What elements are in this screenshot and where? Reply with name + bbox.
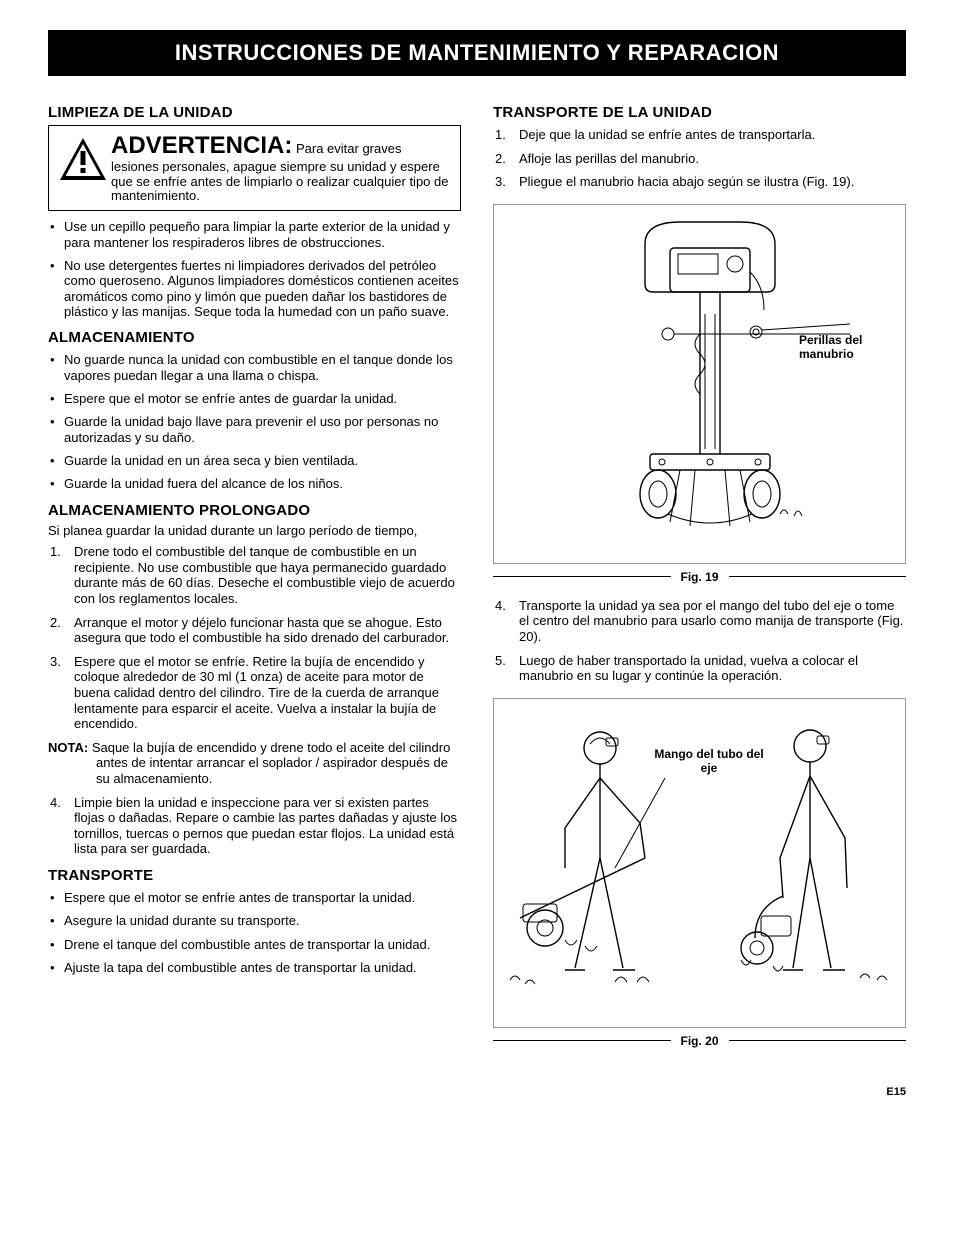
page-banner: INSTRUCCIONES DE MANTENIMIENTO Y REPARAC…	[48, 30, 906, 76]
rule-icon	[729, 576, 907, 577]
figure-20-label: Mango del tubo del eje	[649, 747, 769, 775]
transu-ordered-list-a: Deje que la unidad se enfríe antes de tr…	[493, 127, 906, 190]
list-item: No guarde nunca la unidad con combustibl…	[48, 352, 461, 383]
rule-icon	[729, 1040, 907, 1041]
warning-text: ADVERTENCIA: Para evitar graves lesiones…	[111, 132, 452, 204]
figure-20-caption-row: Fig. 20	[493, 1034, 906, 1048]
figure-19-illustration: Perillas del manubrio	[493, 204, 906, 564]
list-item: Limpie bien la unidad e inspeccione para…	[48, 795, 461, 857]
list-item: Deje que la unidad se enfríe antes de tr…	[493, 127, 906, 143]
transu-ordered-list-b: Transporte la unidad ya sea por el mango…	[493, 598, 906, 684]
list-item: Ajuste la tapa del combustible antes de …	[48, 960, 461, 975]
list-item: Afloje las perillas del manubrio.	[493, 151, 906, 167]
heading-almacenamiento: ALMACENAMIENTO	[48, 329, 461, 346]
list-item: Transporte la unidad ya sea por el mango…	[493, 598, 906, 645]
almp-ordered-list-b: Limpie bien la unidad e inspeccione para…	[48, 795, 461, 857]
figure-19-caption-row: Fig. 19	[493, 570, 906, 584]
nota-block: NOTA: Saque la bujía de encendido y dren…	[48, 740, 461, 787]
list-item: Luego de haber transportado la unidad, v…	[493, 653, 906, 684]
limpieza-bullet-list: Use un cepillo pequeño para limpiar la p…	[48, 219, 461, 319]
heading-almacenamiento-prolongado: ALMACENAMIENTO PROLONGADO	[48, 502, 461, 519]
rule-icon	[493, 576, 671, 577]
nota-body: Saque la bujía de encendido y drene todo…	[88, 740, 450, 786]
list-item: No use detergentes fuertes ni limpiadore…	[48, 258, 461, 319]
heading-transporte-unidad: TRANSPORTE DE LA UNIDAD	[493, 104, 906, 121]
figure-19: Perillas del manubrio Fig. 19	[493, 204, 906, 584]
list-item: Guarde la unidad fuera del alcance de lo…	[48, 476, 461, 491]
figure-19-label: Perillas del manubrio	[799, 333, 899, 361]
warning-word: ADVERTENCIA:	[111, 132, 292, 159]
list-item: Pliegue el manubrio hacia abajo según se…	[493, 174, 906, 190]
rule-icon	[493, 1040, 671, 1041]
almp-ordered-list-a: Drene todo el combustible del tanque de …	[48, 544, 461, 732]
list-item: Guarde la unidad en un área seca y bien …	[48, 453, 461, 468]
warning-triangle-icon	[55, 132, 111, 204]
figure-19-caption: Fig. 19	[681, 570, 719, 584]
left-column: LIMPIEZA DE LA UNIDAD ADVERTENCIA: Para …	[48, 94, 461, 1062]
list-item: Drene todo el combustible del tanque de …	[48, 544, 461, 606]
figure-20-caption: Fig. 20	[681, 1034, 719, 1048]
list-item: Use un cepillo pequeño para limpiar la p…	[48, 219, 461, 250]
list-item: Espere que el motor se enfríe antes de t…	[48, 890, 461, 905]
page-number: E15	[48, 1086, 906, 1098]
figure-20-illustration: Mango del tubo del eje	[493, 698, 906, 1028]
list-item: Drene el tanque del combustible antes de…	[48, 937, 461, 952]
heading-transporte: TRANSPORTE	[48, 867, 461, 884]
almp-intro: Si planea guardar la unidad durante un l…	[48, 523, 461, 539]
list-item: Espere que el motor se enfríe. Retire la…	[48, 654, 461, 732]
nota-label: NOTA:	[48, 740, 88, 755]
right-column: TRANSPORTE DE LA UNIDAD Deje que la unid…	[493, 94, 906, 1062]
list-item: Arranque el motor y déjelo funcionar has…	[48, 615, 461, 646]
transporte-bullet-list: Espere que el motor se enfríe antes de t…	[48, 890, 461, 975]
list-item: Espere que el motor se enfríe antes de g…	[48, 391, 461, 406]
list-item: Asegure la unidad durante su transporte.	[48, 913, 461, 928]
list-item: Guarde la unidad bajo llave para preveni…	[48, 414, 461, 445]
almacenamiento-bullet-list: No guarde nunca la unidad con combustibl…	[48, 352, 461, 491]
figure-20: Mango del tubo del eje Fig. 20	[493, 698, 906, 1048]
warning-box: ADVERTENCIA: Para evitar graves lesiones…	[48, 125, 461, 211]
heading-limpieza: LIMPIEZA DE LA UNIDAD	[48, 104, 461, 121]
two-column-layout: LIMPIEZA DE LA UNIDAD ADVERTENCIA: Para …	[48, 94, 906, 1062]
